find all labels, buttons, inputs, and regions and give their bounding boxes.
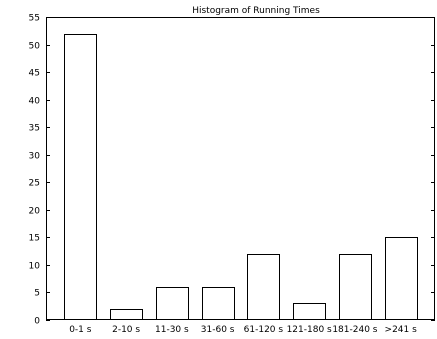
- y-tick-label: 0: [34, 317, 40, 327]
- bars-group: [64, 34, 418, 320]
- x-tick-label: 61-120 s: [244, 325, 284, 335]
- y-tick-label: 25: [29, 179, 40, 189]
- y-tick-label: 45: [29, 69, 40, 79]
- x-tick-label: 2-10 s: [112, 325, 140, 335]
- bar: [293, 303, 326, 320]
- y-tick-label: 50: [29, 42, 41, 52]
- bar: [156, 287, 189, 320]
- x-tick-label: 31-60 s: [201, 325, 235, 335]
- y-tick-label: 40: [29, 97, 41, 107]
- x-tick-label: 0-1 s: [69, 325, 92, 335]
- x-tick-label: 181-240 s: [332, 325, 377, 335]
- x-tick-label: >241 s: [385, 325, 418, 335]
- y-tick-label: 30: [29, 152, 41, 162]
- y-tick-label: 20: [29, 207, 41, 217]
- bar: [385, 237, 418, 320]
- bar: [110, 309, 143, 320]
- bar: [202, 287, 235, 320]
- y-tick-label: 15: [29, 234, 40, 244]
- y-tick-label: 10: [29, 262, 41, 272]
- chart-title: Histogram of Running Times: [192, 6, 320, 16]
- y-tick-label: 5: [34, 289, 40, 299]
- bar: [64, 34, 97, 320]
- bar: [247, 254, 280, 320]
- y-tick-label: 55: [29, 14, 40, 24]
- plot-frame: [46, 17, 435, 320]
- y-tick-label: 35: [29, 124, 40, 134]
- x-tick-label: 11-30 s: [155, 325, 189, 335]
- bar: [339, 254, 372, 320]
- x-tick-label: 121-180 s: [287, 325, 332, 335]
